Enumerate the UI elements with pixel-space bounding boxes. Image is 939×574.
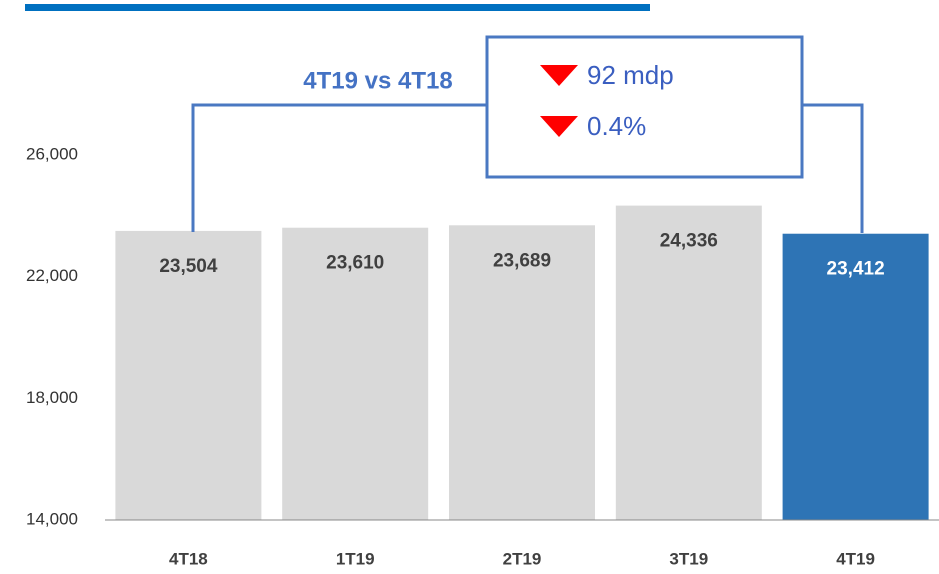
down-arrow <box>540 116 578 137</box>
value-label: 24,336 <box>660 231 718 252</box>
bar <box>449 225 595 521</box>
x-tick-label: 4T19 <box>836 549 875 568</box>
bar <box>282 227 429 520</box>
header-bar <box>25 4 650 11</box>
bar <box>782 233 929 521</box>
value-label: 23,689 <box>493 250 551 271</box>
y-tick-label: 14,000 <box>26 509 78 528</box>
bar <box>615 205 762 520</box>
value-label: 23,610 <box>326 253 384 274</box>
comparison-label: 4T19 vs 4T18 <box>303 67 452 94</box>
x-tick-label: 1T19 <box>336 549 375 568</box>
change-box <box>485 35 804 179</box>
change-absolute: 92 mdp <box>587 60 674 90</box>
y-tick-label: 26,000 <box>26 144 78 163</box>
down-arrow <box>540 65 578 86</box>
x-tick-label: 2T19 <box>503 549 542 568</box>
bracket-left <box>191 103 487 232</box>
y-tick-label: 18,000 <box>26 388 78 407</box>
value-label: 23,504 <box>159 256 218 277</box>
x-tick-label: 4T18 <box>169 549 208 568</box>
change-percent: 0.4% <box>587 111 646 141</box>
x-tick-label: 3T19 <box>669 549 708 568</box>
bracket-right <box>802 103 864 233</box>
value-label: 23,412 <box>827 259 885 280</box>
y-tick-label: 22,000 <box>26 266 78 285</box>
bar <box>115 230 262 521</box>
